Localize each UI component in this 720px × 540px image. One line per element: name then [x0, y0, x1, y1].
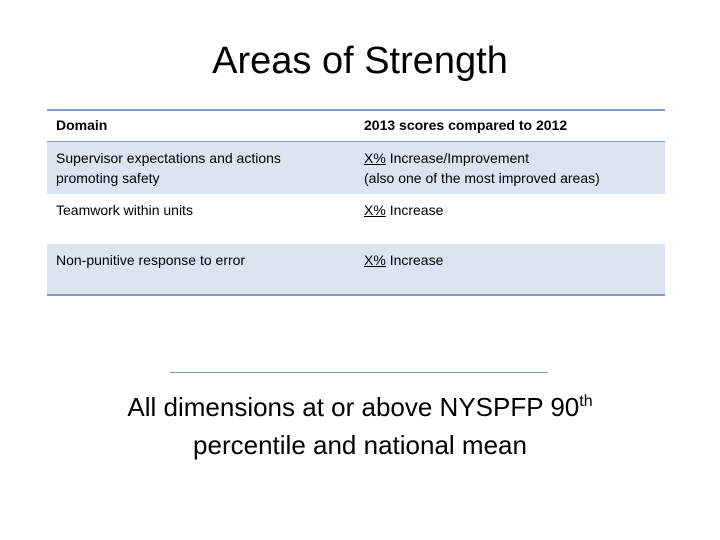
change-cell: X% Increase [355, 194, 665, 244]
change-text: Increase [389, 252, 444, 268]
change-mark: X% [364, 202, 386, 218]
change-text: Increase/Improvement [389, 150, 529, 166]
footer-line: percentile and national mean [193, 430, 527, 460]
separator [170, 372, 548, 373]
domain-cell: Non-punitive response to error [47, 244, 355, 296]
domain-cell: Supervisor expectations and actions prom… [47, 141, 355, 194]
change-cell: X% Increase/Improvement (also one of the … [355, 141, 665, 194]
table-row: Supervisor expectations and actions prom… [47, 141, 665, 194]
header-cell: Domain [47, 109, 355, 142]
footer-line: All dimensions at or above NYSPFP 90 [127, 392, 580, 422]
table-row: Non-punitive response to error X% Increas… [47, 244, 665, 296]
slide-title: Areas of Strength [212, 40, 508, 82]
table-body: Supervisor expectations and actions prom… [47, 141, 665, 296]
footer-text: All dimensions at or above NYSPFP 90th p… [60, 388, 660, 464]
domain-cell: Teamwork within units [56, 202, 193, 218]
change-mark: X% [364, 150, 386, 166]
change-cell: X% Increase [355, 244, 665, 296]
superscript: th [579, 393, 593, 410]
change-text: Increase [389, 202, 444, 218]
change-mark: X% [364, 252, 386, 268]
table-row: Teamwork within units X% Increase [47, 194, 665, 244]
header-cell: 2013 scores compared to 2012 [355, 109, 665, 142]
change-note: (also one of the most improved areas) [364, 170, 600, 186]
strength-table: Domain 2013 scores compared to 2012 Supe… [47, 109, 665, 296]
header-row: Domain 2013 scores compared to 2012 [47, 109, 665, 142]
